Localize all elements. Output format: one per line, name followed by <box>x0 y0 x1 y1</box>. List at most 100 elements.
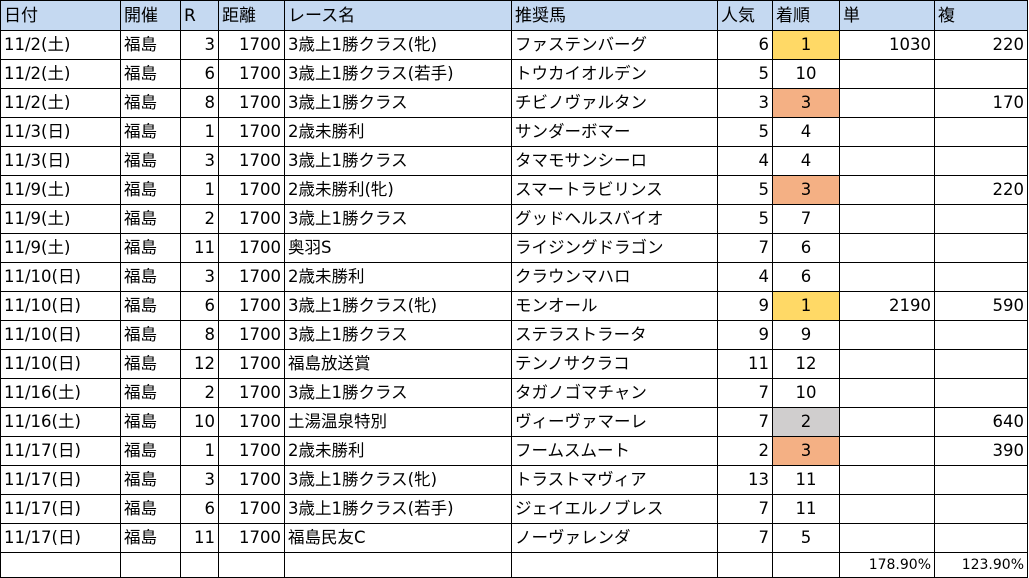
cell-finish: 3 <box>772 436 840 466</box>
cell-win-payout <box>839 204 935 234</box>
cell-date: 11/10(日) <box>0 291 121 321</box>
cell-horse: モンオール <box>511 291 718 321</box>
cell-race-number: 3 <box>180 465 219 495</box>
cell-date: 11/17(日) <box>0 465 121 495</box>
cell-date: 11/9(土) <box>0 204 121 234</box>
cell-date: 11/3(日) <box>0 117 121 147</box>
table-row: 11/17(日) 福島 6 1700 3歳上1勝クラス(若手) ジェイエルノブレス 7 11 <box>0 494 1028 524</box>
cell-date: 11/9(土) <box>0 175 121 205</box>
cell-popularity: 5 <box>717 175 773 205</box>
cell-finish: 1 <box>772 30 840 60</box>
cell-horse: ステラストラータ <box>511 320 718 350</box>
cell-race-name: 奥羽S <box>284 233 512 263</box>
cell-horse: フームスムート <box>511 436 718 466</box>
table-row: 11/10(日) 福島 6 1700 3歳上1勝クラス(牝) モンオール 9 1 2190 590 <box>0 291 1028 321</box>
header-popularity: 人気 <box>717 0 773 31</box>
win-return-rate: 178.90% <box>839 552 935 578</box>
summary-empty <box>284 552 512 578</box>
header-distance: 距離 <box>218 0 285 31</box>
cell-popularity: 7 <box>717 494 773 524</box>
cell-horse: トウカイオルデン <box>511 59 718 89</box>
header-date: 日付 <box>0 0 121 31</box>
cell-horse: ノーヴァレンダ <box>511 523 718 553</box>
cell-race-number: 1 <box>180 117 219 147</box>
cell-race-name: 3歳上1勝クラス(牝) <box>284 291 512 321</box>
cell-place-payout <box>934 233 1028 263</box>
table-row: 11/9(土) 福島 1 1700 2歳未勝利(牝) スマートラビリンス 5 3 220 <box>0 175 1028 205</box>
cell-race-name: 3歳上1勝クラス <box>284 88 512 118</box>
cell-horse: タガノゴマチャン <box>511 378 718 408</box>
table-row: 11/3(日) 福島 3 1700 3歳上1勝クラス タマモサンシーロ 4 4 <box>0 146 1028 176</box>
table-row: 11/17(日) 福島 11 1700 福島民友C ノーヴァレンダ 7 5 <box>0 523 1028 553</box>
cell-win-payout <box>839 59 935 89</box>
cell-finish: 6 <box>772 262 840 292</box>
cell-finish: 6 <box>772 233 840 263</box>
table-row: 11/16(土) 福島 10 1700 土湯温泉特別 ヴィーヴァマーレ 7 2 640 <box>0 407 1028 437</box>
table-row: 11/10(日) 福島 3 1700 2歳未勝利 クラウンマハロ 4 6 <box>0 262 1028 292</box>
header-race: R <box>180 0 219 31</box>
cell-finish: 3 <box>772 88 840 118</box>
summary-empty <box>120 552 181 578</box>
cell-race-name: 3歳上1勝クラス <box>284 204 512 234</box>
cell-finish: 10 <box>772 59 840 89</box>
cell-finish: 3 <box>772 175 840 205</box>
cell-race-number: 8 <box>180 320 219 350</box>
table-row: 11/9(土) 福島 2 1700 3歳上1勝クラス グッドヘルスバイオ 5 7 <box>0 204 1028 234</box>
cell-win-payout <box>839 117 935 147</box>
cell-win-payout <box>839 175 935 205</box>
cell-race-number: 2 <box>180 204 219 234</box>
cell-race-number: 3 <box>180 146 219 176</box>
cell-venue: 福島 <box>120 407 181 437</box>
cell-race-name: 2歳未勝利 <box>284 436 512 466</box>
cell-race-number: 11 <box>180 233 219 263</box>
cell-horse: ライジングドラゴン <box>511 233 718 263</box>
cell-win-payout <box>839 378 935 408</box>
cell-popularity: 5 <box>717 204 773 234</box>
cell-race-name: 2歳未勝利 <box>284 117 512 147</box>
table-row: 11/2(土) 福島 3 1700 3歳上1勝クラス(牝) ファステンバーグ 6 1 1030 2… <box>0 30 1028 60</box>
cell-race-number: 11 <box>180 523 219 553</box>
cell-distance: 1700 <box>218 175 285 205</box>
place-return-rate: 123.90% <box>934 552 1028 578</box>
cell-distance: 1700 <box>218 436 285 466</box>
table-row: 11/16(土) 福島 2 1700 3歳上1勝クラス タガノゴマチャン 7 10 <box>0 378 1028 408</box>
cell-race-name: 土湯温泉特別 <box>284 407 512 437</box>
header-finish: 着順 <box>772 0 840 31</box>
cell-race-number: 12 <box>180 349 219 379</box>
cell-venue: 福島 <box>120 436 181 466</box>
cell-venue: 福島 <box>120 349 181 379</box>
cell-race-number: 6 <box>180 59 219 89</box>
cell-horse: ヴィーヴァマーレ <box>511 407 718 437</box>
cell-distance: 1700 <box>218 59 285 89</box>
cell-distance: 1700 <box>218 204 285 234</box>
cell-race-name: 3歳上1勝クラス(牝) <box>284 465 512 495</box>
cell-distance: 1700 <box>218 494 285 524</box>
cell-popularity: 9 <box>717 320 773 350</box>
cell-race-number: 6 <box>180 291 219 321</box>
header-row: 日付 開催 R 距離 レース名 推奨馬 人気 着順 単 複 <box>0 0 1028 31</box>
header-horse: 推奨馬 <box>511 0 718 31</box>
cell-win-payout <box>839 494 935 524</box>
cell-race-name: 3歳上1勝クラス(牝) <box>284 30 512 60</box>
cell-date: 11/2(土) <box>0 88 121 118</box>
cell-date: 11/10(日) <box>0 320 121 350</box>
cell-place-payout <box>934 378 1028 408</box>
summary-row: 178.90% 123.90% <box>0 552 1028 578</box>
cell-distance: 1700 <box>218 349 285 379</box>
cell-race-number: 1 <box>180 436 219 466</box>
cell-win-payout <box>839 146 935 176</box>
cell-popularity: 13 <box>717 465 773 495</box>
cell-venue: 福島 <box>120 59 181 89</box>
cell-place-payout <box>934 465 1028 495</box>
cell-race-number: 8 <box>180 88 219 118</box>
table-row: 11/3(日) 福島 1 1700 2歳未勝利 サンダーボマー 5 4 <box>0 117 1028 147</box>
summary-empty <box>180 552 219 578</box>
cell-date: 11/9(土) <box>0 233 121 263</box>
cell-horse: テンノサクラコ <box>511 349 718 379</box>
cell-win-payout <box>839 436 935 466</box>
cell-win-payout: 1030 <box>839 30 935 60</box>
table-row: 11/2(土) 福島 8 1700 3歳上1勝クラス チビノヴァルタン 3 3 170 <box>0 88 1028 118</box>
cell-place-payout <box>934 523 1028 553</box>
cell-distance: 1700 <box>218 291 285 321</box>
